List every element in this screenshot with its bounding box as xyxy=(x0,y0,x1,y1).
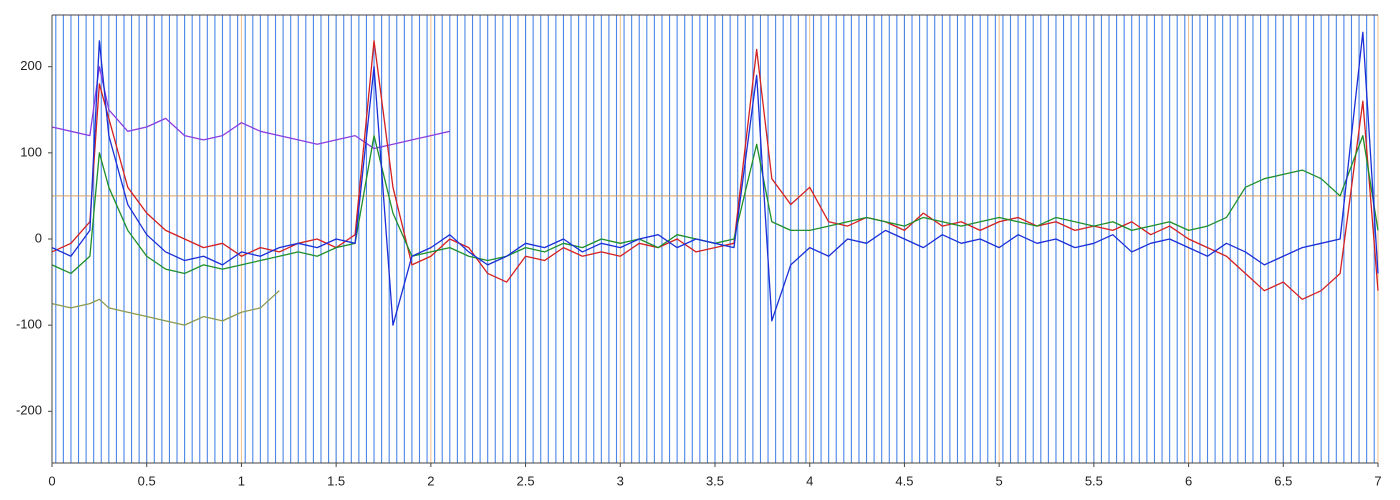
x-tick-label: 4 xyxy=(806,473,813,488)
series-line xyxy=(51,66,450,150)
y-tick-label: 100 xyxy=(20,144,42,159)
series-line xyxy=(51,290,280,326)
series-line xyxy=(51,40,1379,300)
x-tick-label: 5.5 xyxy=(1085,473,1103,488)
y-tick-label: -200 xyxy=(16,403,42,418)
x-tick-label: 6.5 xyxy=(1274,473,1292,488)
y-tick-label: 0 xyxy=(35,230,42,245)
x-tick-label: 1.5 xyxy=(327,473,345,488)
x-tick-label: 3 xyxy=(617,473,624,488)
x-tick-label: 4.5 xyxy=(895,473,913,488)
x-tick-label: 0.5 xyxy=(138,473,156,488)
x-tick-label: 0 xyxy=(48,473,55,488)
x-tick-label: 7 xyxy=(1374,473,1381,488)
x-tick-label: 1 xyxy=(238,473,245,488)
x-tick-label: 6 xyxy=(1185,473,1192,488)
x-tick-label: 3.5 xyxy=(706,473,724,488)
x-tick-label: 5 xyxy=(996,473,1003,488)
x-tick-label: 2 xyxy=(427,473,434,488)
x-tick-label: 2.5 xyxy=(517,473,535,488)
series-line xyxy=(51,31,1379,326)
y-tick-label: 200 xyxy=(20,58,42,73)
y-tick-label: -100 xyxy=(16,317,42,332)
